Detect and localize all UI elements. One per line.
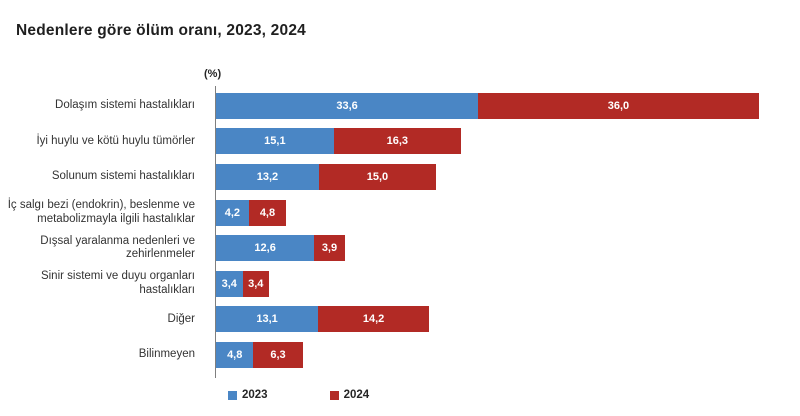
bar-track: 4,2 4,8 <box>216 199 287 226</box>
category-label: Sinir sistemi ve duyu organları hastalık… <box>40 270 195 296</box>
bar-segment-2023: 15,1 <box>216 128 334 155</box>
chart-title: Nedenlere göre ölüm oranı, 2023, 2024 <box>16 22 306 39</box>
chart-row: İyi huylu ve kötü huylu tümörler 15,1 16,3 <box>0 124 800 160</box>
value-label-2023: 13,2 <box>256 170 279 183</box>
bar-segment-2023: 4,2 <box>216 199 249 226</box>
chart-row: Dolaşım sistemi hastalıkları 33,6 36,0 <box>0 88 800 124</box>
bar-segment-2024: 36,0 <box>478 92 759 119</box>
chart-row: Diğer 13,1 14,2 <box>0 302 800 338</box>
bar-segment-2023: 13,1 <box>216 306 319 333</box>
value-label-2024: 15,0 <box>366 170 389 183</box>
value-label-2024: 4,8 <box>259 206 276 219</box>
bar-track: 33,6 36,0 <box>216 92 759 119</box>
value-label-2024: 3,4 <box>248 277 264 290</box>
value-label-2024: 36,0 <box>607 99 630 112</box>
legend-label-2023: 2023 <box>242 389 268 401</box>
bar-segment-2024: 3,9 <box>314 235 345 262</box>
bar-segment-2024: 3,4 <box>242 270 270 297</box>
unit-label: (%) <box>204 68 222 80</box>
y-axis-line <box>215 86 216 378</box>
value-label-2023: 33,6 <box>336 99 358 112</box>
value-label-2024: 6,3 <box>270 348 286 361</box>
chart-row: Solunum sistemi hastalıkları 13,2 15,0 <box>0 159 800 195</box>
legend-item-2024: 2024 <box>329 389 370 401</box>
chart-row: Sinir sistemi ve duyu organları hastalık… <box>0 266 800 302</box>
bar-track: 13,1 14,2 <box>216 306 429 333</box>
bar-segment-2024: 6,3 <box>253 341 303 368</box>
bar-segment-2023: 4,8 <box>216 341 254 368</box>
category-label: Diğer <box>167 312 195 325</box>
legend-label-2024: 2024 <box>343 389 370 401</box>
category-label: İç salgı bezi (endokrin), beslenme ve me… <box>7 199 195 225</box>
bar-segment-2023: 33,6 <box>216 92 479 119</box>
bar-segment-2024: 16,3 <box>333 128 461 155</box>
legend-swatch-2024-icon <box>329 390 339 400</box>
category-label: Bilinmeyen <box>138 348 195 361</box>
value-label-2024: 3,9 <box>321 242 338 255</box>
bar-segment-2024: 14,2 <box>318 306 429 333</box>
bar-track: 13,2 15,0 <box>216 163 436 190</box>
bar-track: 3,4 3,4 <box>216 270 270 297</box>
category-label: Dışsal yaralanma nedenleri ve zehirlenme… <box>40 234 195 261</box>
category-label: İyi huylu ve kötü huylu tümörler <box>36 134 195 147</box>
category-label: Solunum sistemi hastalıkları <box>51 170 195 183</box>
value-label-2023: 3,4 <box>221 277 237 290</box>
legend: 2023 2024 <box>228 389 369 401</box>
bar-track: 4,8 6,3 <box>216 341 303 368</box>
bar-segment-2023: 12,6 <box>216 235 315 262</box>
value-label-2023: 4,8 <box>227 348 243 361</box>
chart-row: Dışsal yaralanma nedenleri ve zehirlenme… <box>0 230 800 266</box>
legend-item-2023: 2023 <box>228 389 268 401</box>
legend-swatch-2023-icon <box>228 390 237 400</box>
bar-segment-2024: 4,8 <box>248 199 287 226</box>
chart-row: Bilinmeyen 4,8 6,3 <box>0 337 800 373</box>
chart-row: İç salgı bezi (endokrin), beslenme ve me… <box>0 195 800 231</box>
value-label-2023: 13,1 <box>256 313 278 326</box>
value-label-2023: 15,1 <box>264 135 286 148</box>
value-label-2023: 12,6 <box>254 242 276 255</box>
bar-track: 12,6 3,9 <box>216 235 345 262</box>
bar-segment-2023: 3,4 <box>216 270 243 297</box>
bar-track: 15,1 16,3 <box>216 128 461 155</box>
value-label-2023: 4,2 <box>224 206 241 219</box>
category-label: Dolaşım sistemi hastalıkları <box>55 99 195 112</box>
value-label-2024: 16,3 <box>386 135 409 148</box>
bar-segment-2023: 13,2 <box>216 163 319 190</box>
value-label-2024: 14,2 <box>362 313 385 326</box>
bar-segment-2024: 15,0 <box>318 163 436 190</box>
